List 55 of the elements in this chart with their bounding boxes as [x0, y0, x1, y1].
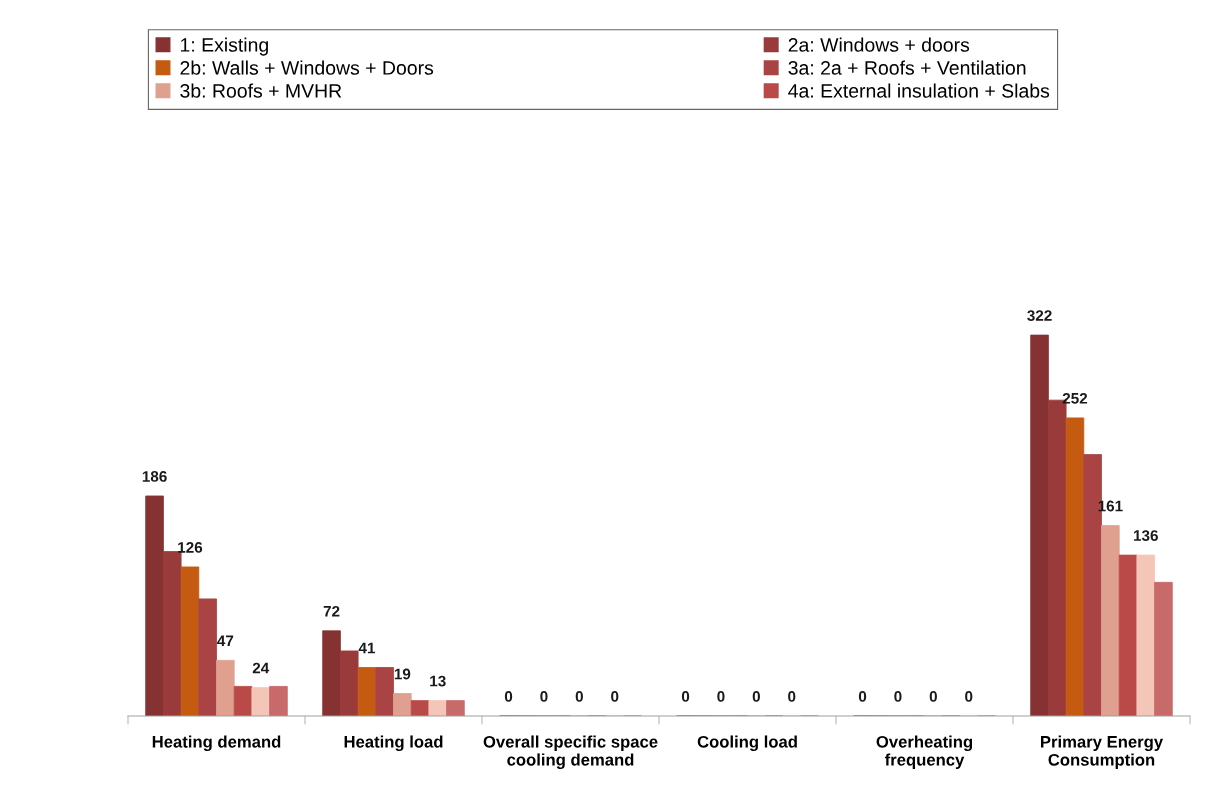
data-label: 24 [252, 662, 270, 674]
bar [1136, 554, 1156, 716]
data-label: 47 [217, 635, 234, 647]
bar [393, 693, 412, 716]
x-tick-label: Overheating frequency [876, 735, 973, 770]
legend-label: 3a: 2a + Roofs + Ventilation [788, 60, 1026, 75]
legend-label: 4a: External insulation + Slabs [788, 83, 1050, 98]
data-label: 19 [394, 668, 411, 680]
data-label: 41 [358, 642, 376, 654]
x-tick-label: Primary Energy Consumption [1041, 735, 1164, 770]
bar [1065, 417, 1085, 716]
legend-label: 1: Existing [181, 37, 268, 56]
x-tick-label: Heating demand [152, 735, 281, 752]
data-label: 0 [611, 691, 619, 702]
bar [339, 650, 359, 716]
data-label: 136 [1133, 530, 1158, 542]
data-label: 186 [142, 471, 167, 482]
data-label: 13 [430, 675, 446, 687]
data-label: 0 [894, 691, 902, 702]
bar [375, 667, 394, 716]
bar [1030, 334, 1049, 716]
data-label: 252 [1062, 392, 1088, 404]
bar [1101, 525, 1120, 716]
bar [1154, 581, 1173, 716]
data-label: 0 [929, 691, 937, 702]
legend-label: 3b: Roofs + MVHR [180, 83, 342, 98]
bar [162, 551, 182, 716]
data-label: 0 [858, 691, 867, 702]
data-label: 0 [717, 691, 725, 702]
bar [198, 598, 217, 716]
data-label: 0 [540, 691, 548, 702]
x-tick-label: Heating load [344, 735, 443, 752]
bar [428, 700, 448, 716]
bar [145, 495, 164, 716]
legend-label: 2a: Windows + doors [788, 37, 970, 52]
data-label: 0 [965, 691, 973, 702]
data-label: 0 [681, 691, 690, 702]
bar [216, 659, 235, 716]
x-tick-label: Cooling load [697, 735, 797, 752]
data-label: 72 [323, 605, 340, 617]
legend-label: 2b: Walls + Windows + Doors [180, 60, 434, 75]
bar [251, 687, 271, 716]
bar [180, 566, 200, 716]
bar [446, 700, 465, 716]
bar [322, 630, 341, 716]
data-label: 0 [575, 691, 583, 702]
bar [357, 667, 377, 716]
data-label: 322 [1027, 310, 1052, 321]
data-label: 126 [178, 542, 203, 553]
bar [269, 686, 288, 716]
data-label: 0 [752, 691, 760, 702]
data-label: 0 [788, 691, 796, 702]
bar [1118, 554, 1138, 716]
data-label: 0 [504, 691, 513, 702]
x-tick-label: Overall specific space cooling demand [483, 735, 658, 770]
